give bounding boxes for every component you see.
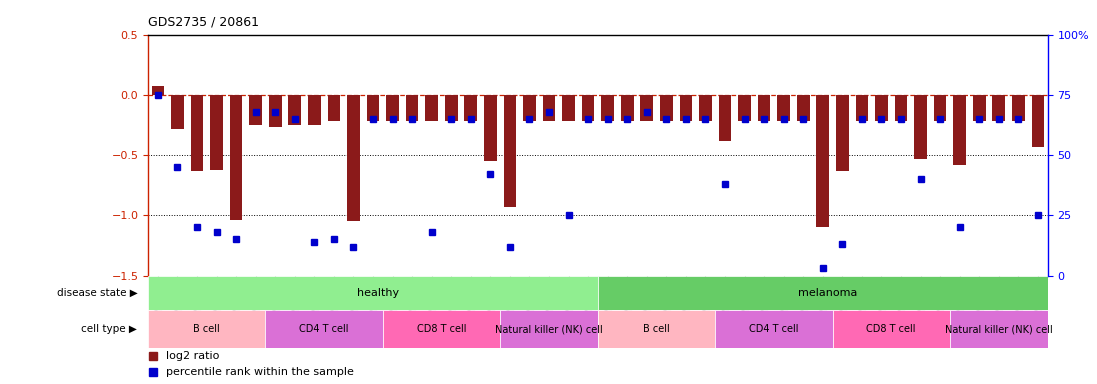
Bar [778, 95, 790, 121]
Bar [875, 95, 887, 121]
Bar [249, 95, 262, 125]
Bar [366, 95, 380, 121]
Bar [621, 95, 634, 121]
Bar [758, 95, 770, 121]
Text: Natural killer (NK) cell: Natural killer (NK) cell [945, 324, 1053, 334]
Bar [148, 310, 265, 348]
Bar [1011, 95, 1025, 121]
Bar [895, 95, 907, 121]
Bar [383, 310, 500, 348]
Bar [796, 95, 810, 121]
Bar [641, 95, 653, 121]
Bar [229, 95, 242, 220]
Bar [484, 95, 497, 161]
Bar [504, 95, 517, 207]
Text: CD4 T cell: CD4 T cell [749, 324, 799, 334]
Text: GDS2735 / 20861: GDS2735 / 20861 [148, 16, 259, 28]
Bar [598, 276, 1048, 310]
Bar [973, 95, 985, 121]
Bar [699, 95, 712, 121]
Bar [265, 310, 383, 348]
Bar [836, 95, 849, 171]
Bar [601, 95, 614, 121]
Bar [679, 95, 692, 121]
Text: log2 ratio: log2 ratio [166, 351, 219, 361]
Bar [328, 95, 340, 121]
Bar [914, 95, 927, 159]
Bar [856, 95, 868, 121]
Text: CD8 T cell: CD8 T cell [417, 324, 466, 334]
Bar [308, 95, 320, 125]
Bar [523, 95, 535, 121]
Text: B cell: B cell [193, 324, 220, 334]
Bar [816, 95, 829, 227]
Bar [148, 276, 598, 310]
Bar [660, 95, 672, 121]
Text: percentile rank within the sample: percentile rank within the sample [166, 367, 354, 377]
Bar [598, 310, 715, 348]
Bar [426, 95, 438, 121]
Bar [719, 95, 732, 141]
Bar [406, 95, 418, 121]
Bar [445, 95, 457, 121]
Text: CD4 T cell: CD4 T cell [299, 324, 349, 334]
Bar [581, 95, 595, 121]
Bar [269, 95, 282, 127]
Text: cell type ▶: cell type ▶ [81, 324, 137, 334]
Bar [1031, 95, 1044, 147]
Bar [950, 310, 1048, 348]
Bar [543, 95, 555, 121]
Bar [562, 95, 575, 121]
Text: disease state ▶: disease state ▶ [57, 288, 137, 298]
Bar [500, 310, 598, 348]
Bar [833, 310, 950, 348]
Bar [993, 95, 1005, 121]
Text: healthy: healthy [357, 288, 399, 298]
Bar [289, 95, 301, 125]
Text: B cell: B cell [643, 324, 670, 334]
Bar [211, 95, 223, 169]
Bar [934, 95, 947, 121]
Bar [386, 95, 399, 121]
Bar [715, 310, 833, 348]
Text: melanoma: melanoma [798, 288, 858, 298]
Bar [953, 95, 966, 165]
Bar [151, 86, 165, 95]
Bar [191, 95, 203, 171]
Bar [738, 95, 750, 121]
Text: CD8 T cell: CD8 T cell [867, 324, 916, 334]
Text: Natural killer (NK) cell: Natural killer (NK) cell [495, 324, 603, 334]
Bar [171, 95, 184, 129]
Bar [464, 95, 477, 121]
Bar [347, 95, 360, 221]
